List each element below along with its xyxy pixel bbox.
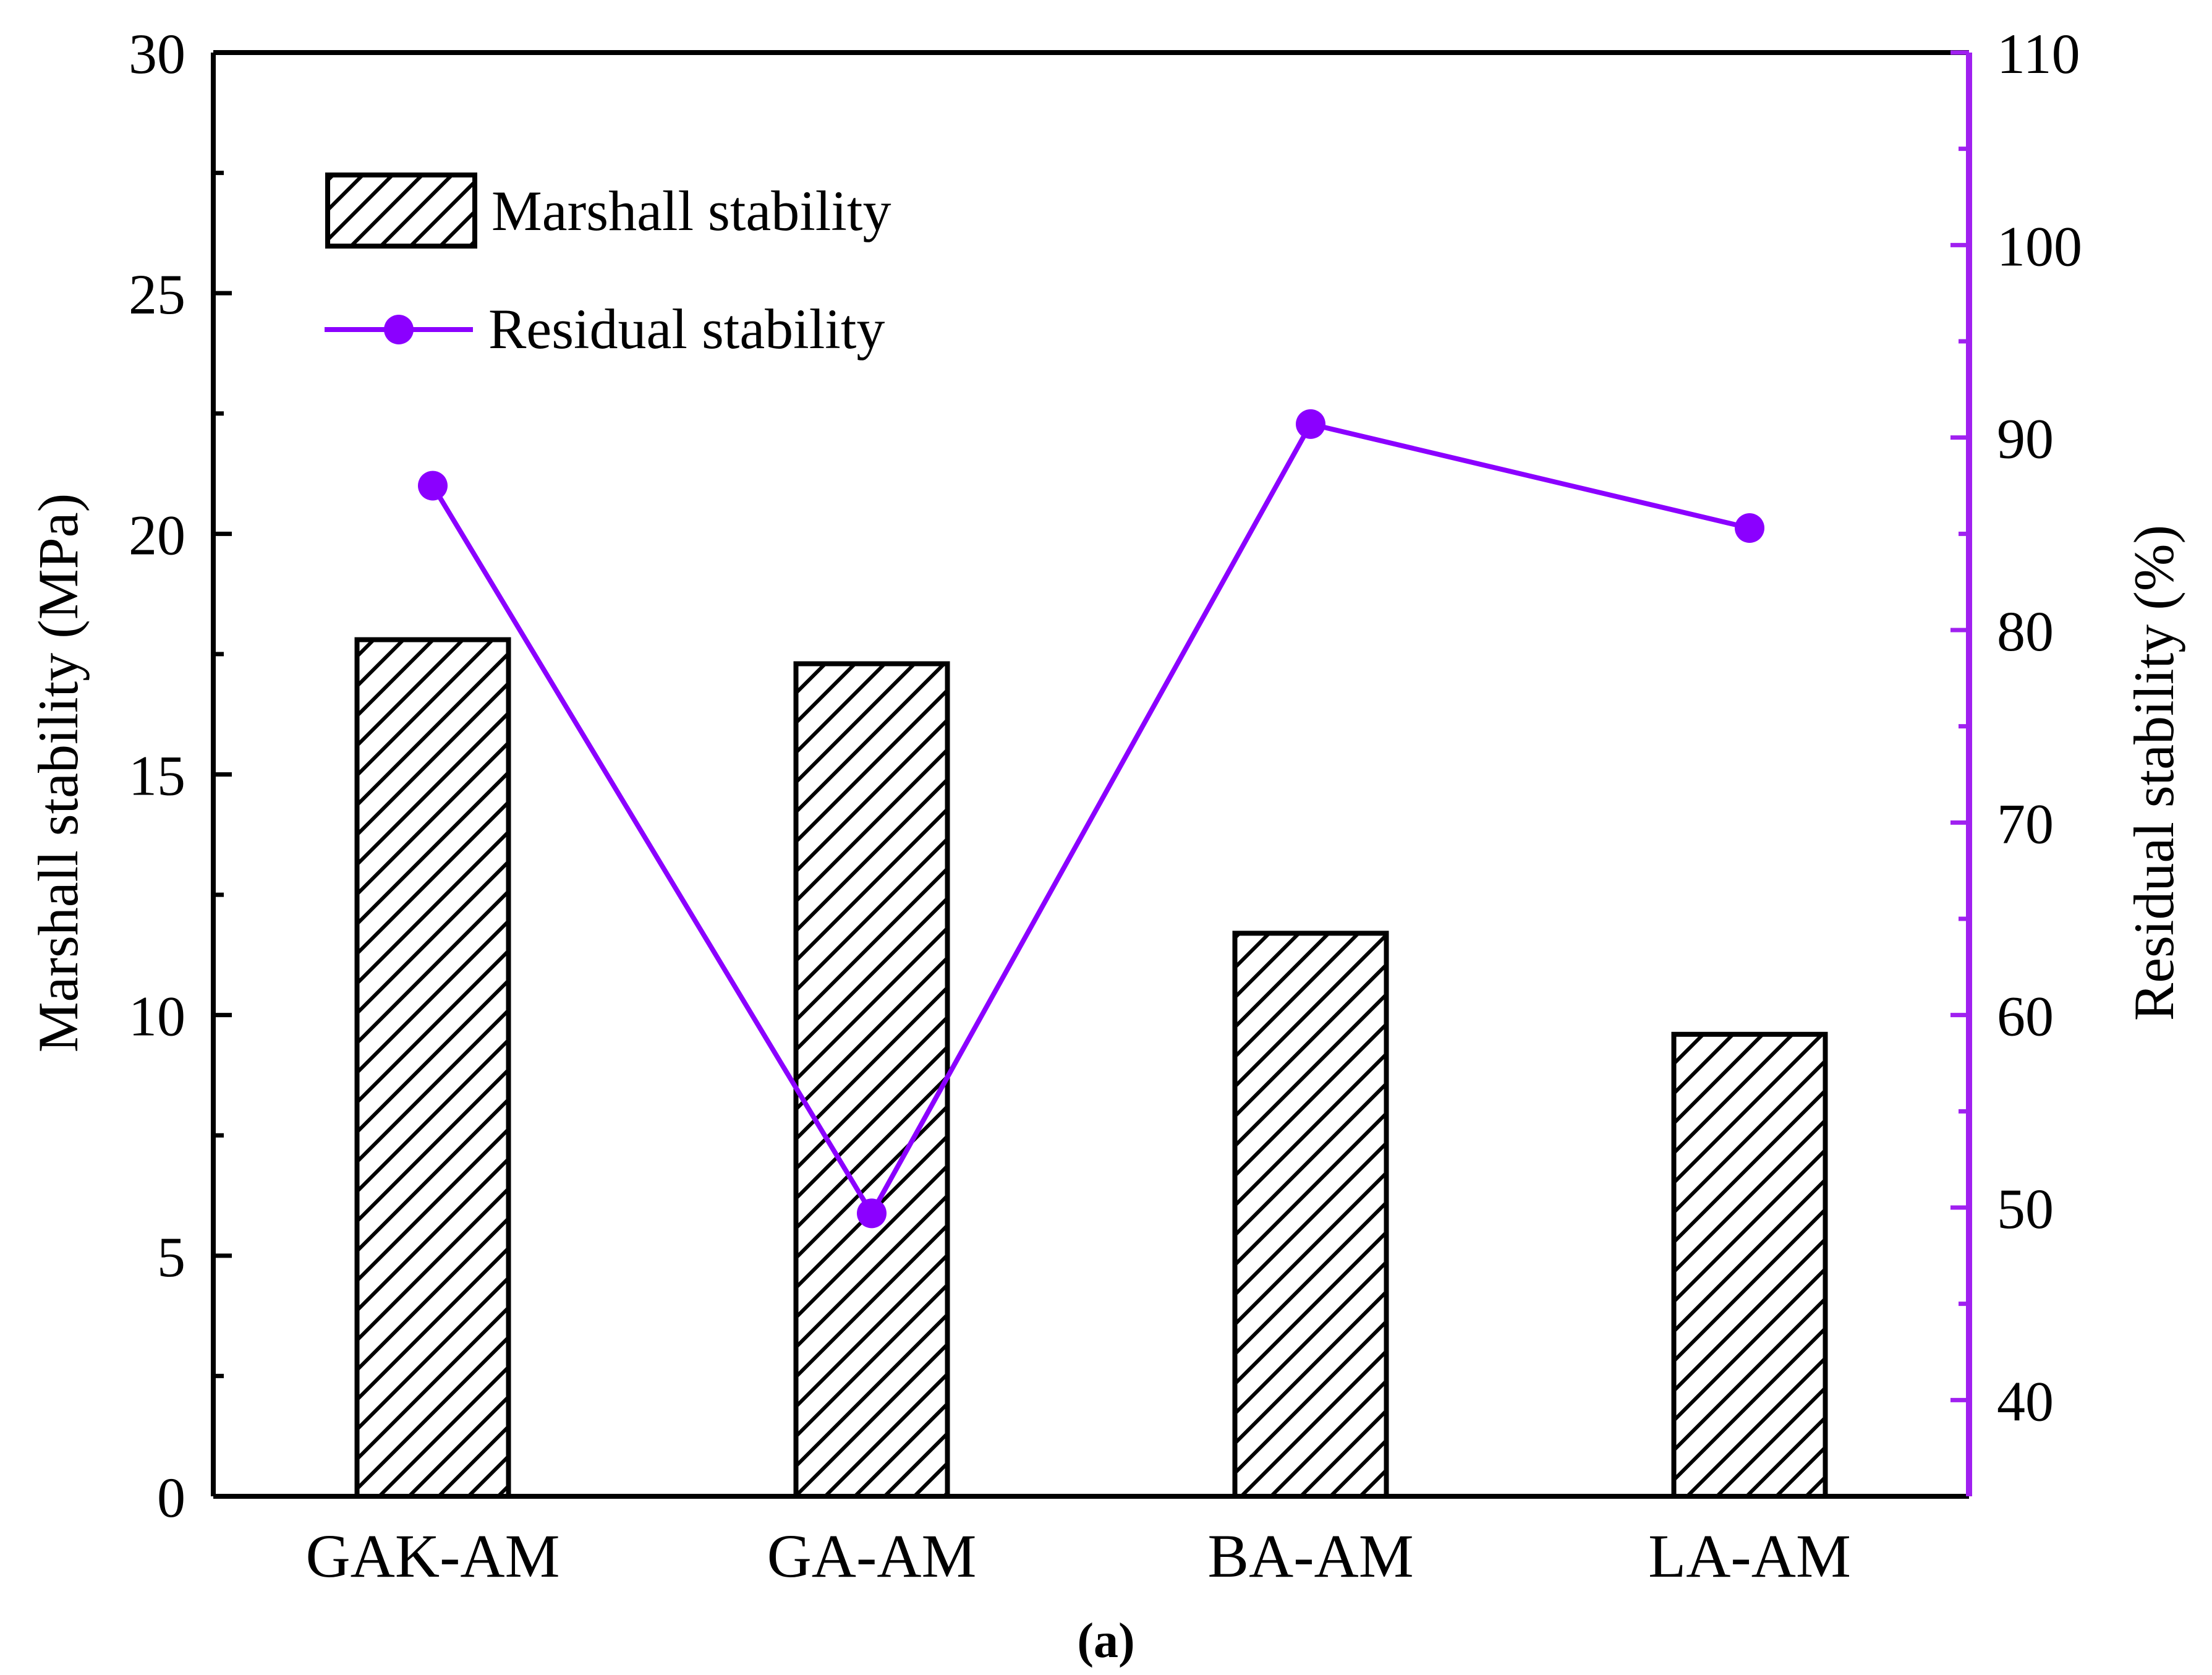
bar-GAK-AM <box>354 637 511 1499</box>
x-tick-label: BA-AM <box>1207 1522 1413 1590</box>
left-tick-label: 10 <box>129 985 185 1048</box>
left-tick-label: 20 <box>129 503 185 566</box>
legend-swatch-residual-marker <box>384 315 414 344</box>
residual-point-GA-AM <box>857 1198 887 1229</box>
x-tick-label: GAK-AM <box>305 1522 559 1590</box>
legend-label-residual: Residual stability <box>488 297 885 360</box>
right-tick-label: 60 <box>1997 985 2054 1048</box>
residual-line <box>430 421 1750 1219</box>
x-axis-categories: GAK-AM GA-AM BA-AM LA-AM <box>305 1522 1850 1590</box>
line-series-residual <box>418 409 1764 1229</box>
left-tick-label: 15 <box>129 744 185 808</box>
legend-swatch-marshall <box>325 173 477 249</box>
legend: Marshall stability Residual stability <box>325 173 891 360</box>
right-tick-label: 50 <box>1997 1177 2054 1240</box>
figure-caption: (a) <box>1077 1614 1134 1668</box>
right-axis-title: Residual stability (%) <box>2122 525 2185 1021</box>
right-tick-label: 100 <box>1997 215 2082 278</box>
left-tick-label: 30 <box>129 22 185 85</box>
right-tick-label: 40 <box>1997 1370 2054 1433</box>
legend-label-marshall: Marshall stability <box>491 179 891 242</box>
x-tick-label: GA-AM <box>767 1522 977 1590</box>
bar-series-marshall <box>354 637 1828 1499</box>
left-axis-title: Marshall stability (MPa) <box>27 493 90 1053</box>
residual-point-LA-AM <box>1735 513 1764 543</box>
residual-point-GAK-AM <box>418 471 448 501</box>
left-axis-ticks: 0 5 10 15 20 25 30 <box>129 22 232 1529</box>
left-tick-label: 5 <box>157 1225 185 1289</box>
bar-BA-AM <box>1232 931 1389 1499</box>
right-tick-label: 110 <box>1997 22 2080 85</box>
right-tick-label: 70 <box>1997 792 2054 855</box>
residual-point-BA-AM <box>1296 409 1325 439</box>
right-tick-label: 80 <box>1997 600 2054 663</box>
bar-LA-AM <box>1671 1031 1828 1499</box>
right-axis-ticks: 40 50 60 70 80 90 100 110 <box>1950 22 2082 1433</box>
x-tick-label: LA-AM <box>1648 1522 1851 1590</box>
left-tick-label: 0 <box>157 1466 185 1529</box>
right-tick-label: 90 <box>1997 407 2054 471</box>
left-tick-label: 25 <box>129 263 185 326</box>
bar-GA-AM <box>793 661 950 1499</box>
